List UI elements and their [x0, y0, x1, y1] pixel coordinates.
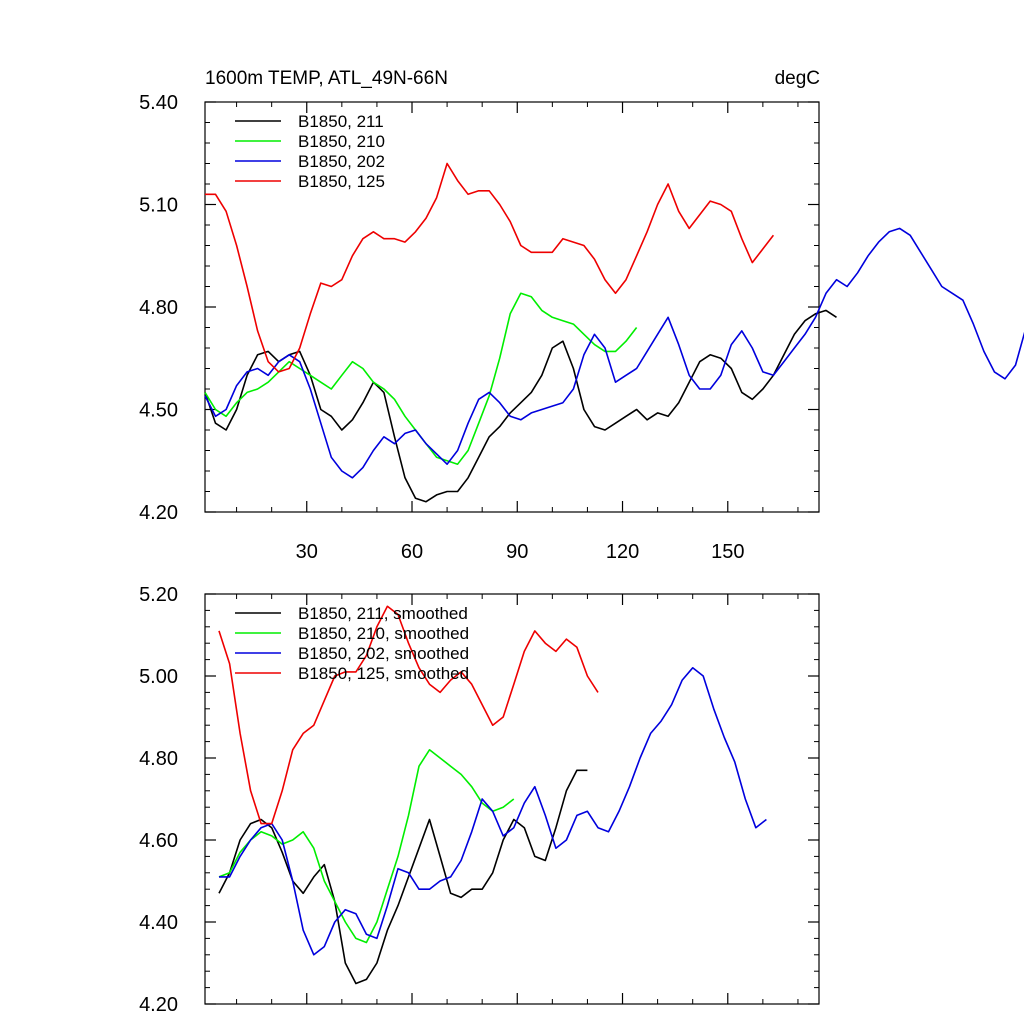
- top-legend-label: B1850, 125: [298, 172, 385, 191]
- top-y-tick-label: 5.40: [139, 92, 178, 114]
- bottom-y-tick-label: 4.60: [139, 830, 178, 852]
- bottom-series-b1850-211-smoothed: [218, 769, 588, 985]
- top-x-tick-label: 90: [506, 541, 528, 563]
- bottom-series-b1850-202-smoothed: [219, 666, 767, 956]
- top-legend-label: B1850, 202: [298, 152, 385, 171]
- bottom-minor-ticks: [205, 594, 819, 1004]
- top-major-ticks: [205, 101, 819, 513]
- bottom-y-tick-label: 4.20: [139, 994, 178, 1016]
- bottom-plot-frame: [204, 593, 820, 1005]
- top-series-lines: [204, 162, 1024, 503]
- top-x-tick-label: 30: [296, 541, 318, 563]
- top-panel-units: degC: [775, 68, 820, 89]
- top-series-b1850-210: [204, 292, 638, 466]
- bottom-legend-label: B1850, 210, smoothed: [298, 624, 469, 643]
- bottom-legend-label: B1850, 125, smoothed: [298, 664, 469, 683]
- bottom-series-lines: [218, 605, 767, 985]
- top-panel: 1600m TEMP, ATL_49N-66N degC 4.20 4.50 4.8…: [139, 68, 1024, 563]
- top-x-tick-label: 150: [711, 541, 744, 563]
- bottom-major-ticks: [205, 593, 819, 1005]
- bottom-y-tick-label: 5.20: [139, 584, 178, 606]
- bottom-y-tick-label: 4.80: [139, 748, 178, 770]
- top-y-tick-label: 4.20: [139, 502, 178, 524]
- top-minor-ticks: [205, 102, 819, 512]
- top-y-tick-label: 4.80: [139, 297, 178, 319]
- bottom-legend-label: B1850, 202, smoothed: [298, 644, 469, 663]
- top-x-tick-labels: 30 60 90 120 150: [296, 541, 745, 563]
- bottom-series-b1850-210-smoothed: [218, 748, 515, 944]
- top-series-b1850-125: [205, 162, 775, 373]
- bottom-legend-label: B1850, 211, smoothed: [298, 604, 468, 623]
- bottom-y-tick-label: 5.00: [139, 666, 178, 688]
- top-series-b1850-202: [204, 227, 1024, 479]
- top-series-b1850-211: [204, 309, 837, 503]
- top-x-tick-label: 120: [606, 541, 639, 563]
- top-legend-label: B1850, 211: [298, 112, 384, 131]
- top-y-tick-label: 5.10: [139, 195, 178, 217]
- top-x-tick-label: 60: [401, 541, 423, 563]
- bottom-series-b1850-125-smoothed: [218, 605, 599, 825]
- bottom-y-tick-labels: 4.20 4.40 4.60 4.80 5.00 5.20: [139, 584, 178, 1016]
- top-y-tick-label: 4.50: [139, 400, 178, 422]
- bottom-y-tick-label: 4.40: [139, 912, 178, 934]
- bottom-panel: 4.20 4.40 4.60 4.80 5.00 5.20 B1850, 211, smo…: [139, 584, 820, 1016]
- top-panel-title: 1600m TEMP, ATL_49N-66N: [205, 68, 448, 89]
- top-y-tick-labels: 4.20 4.50 4.80 5.10 5.40: [139, 92, 178, 524]
- top-legend-label: B1850, 210: [298, 132, 385, 151]
